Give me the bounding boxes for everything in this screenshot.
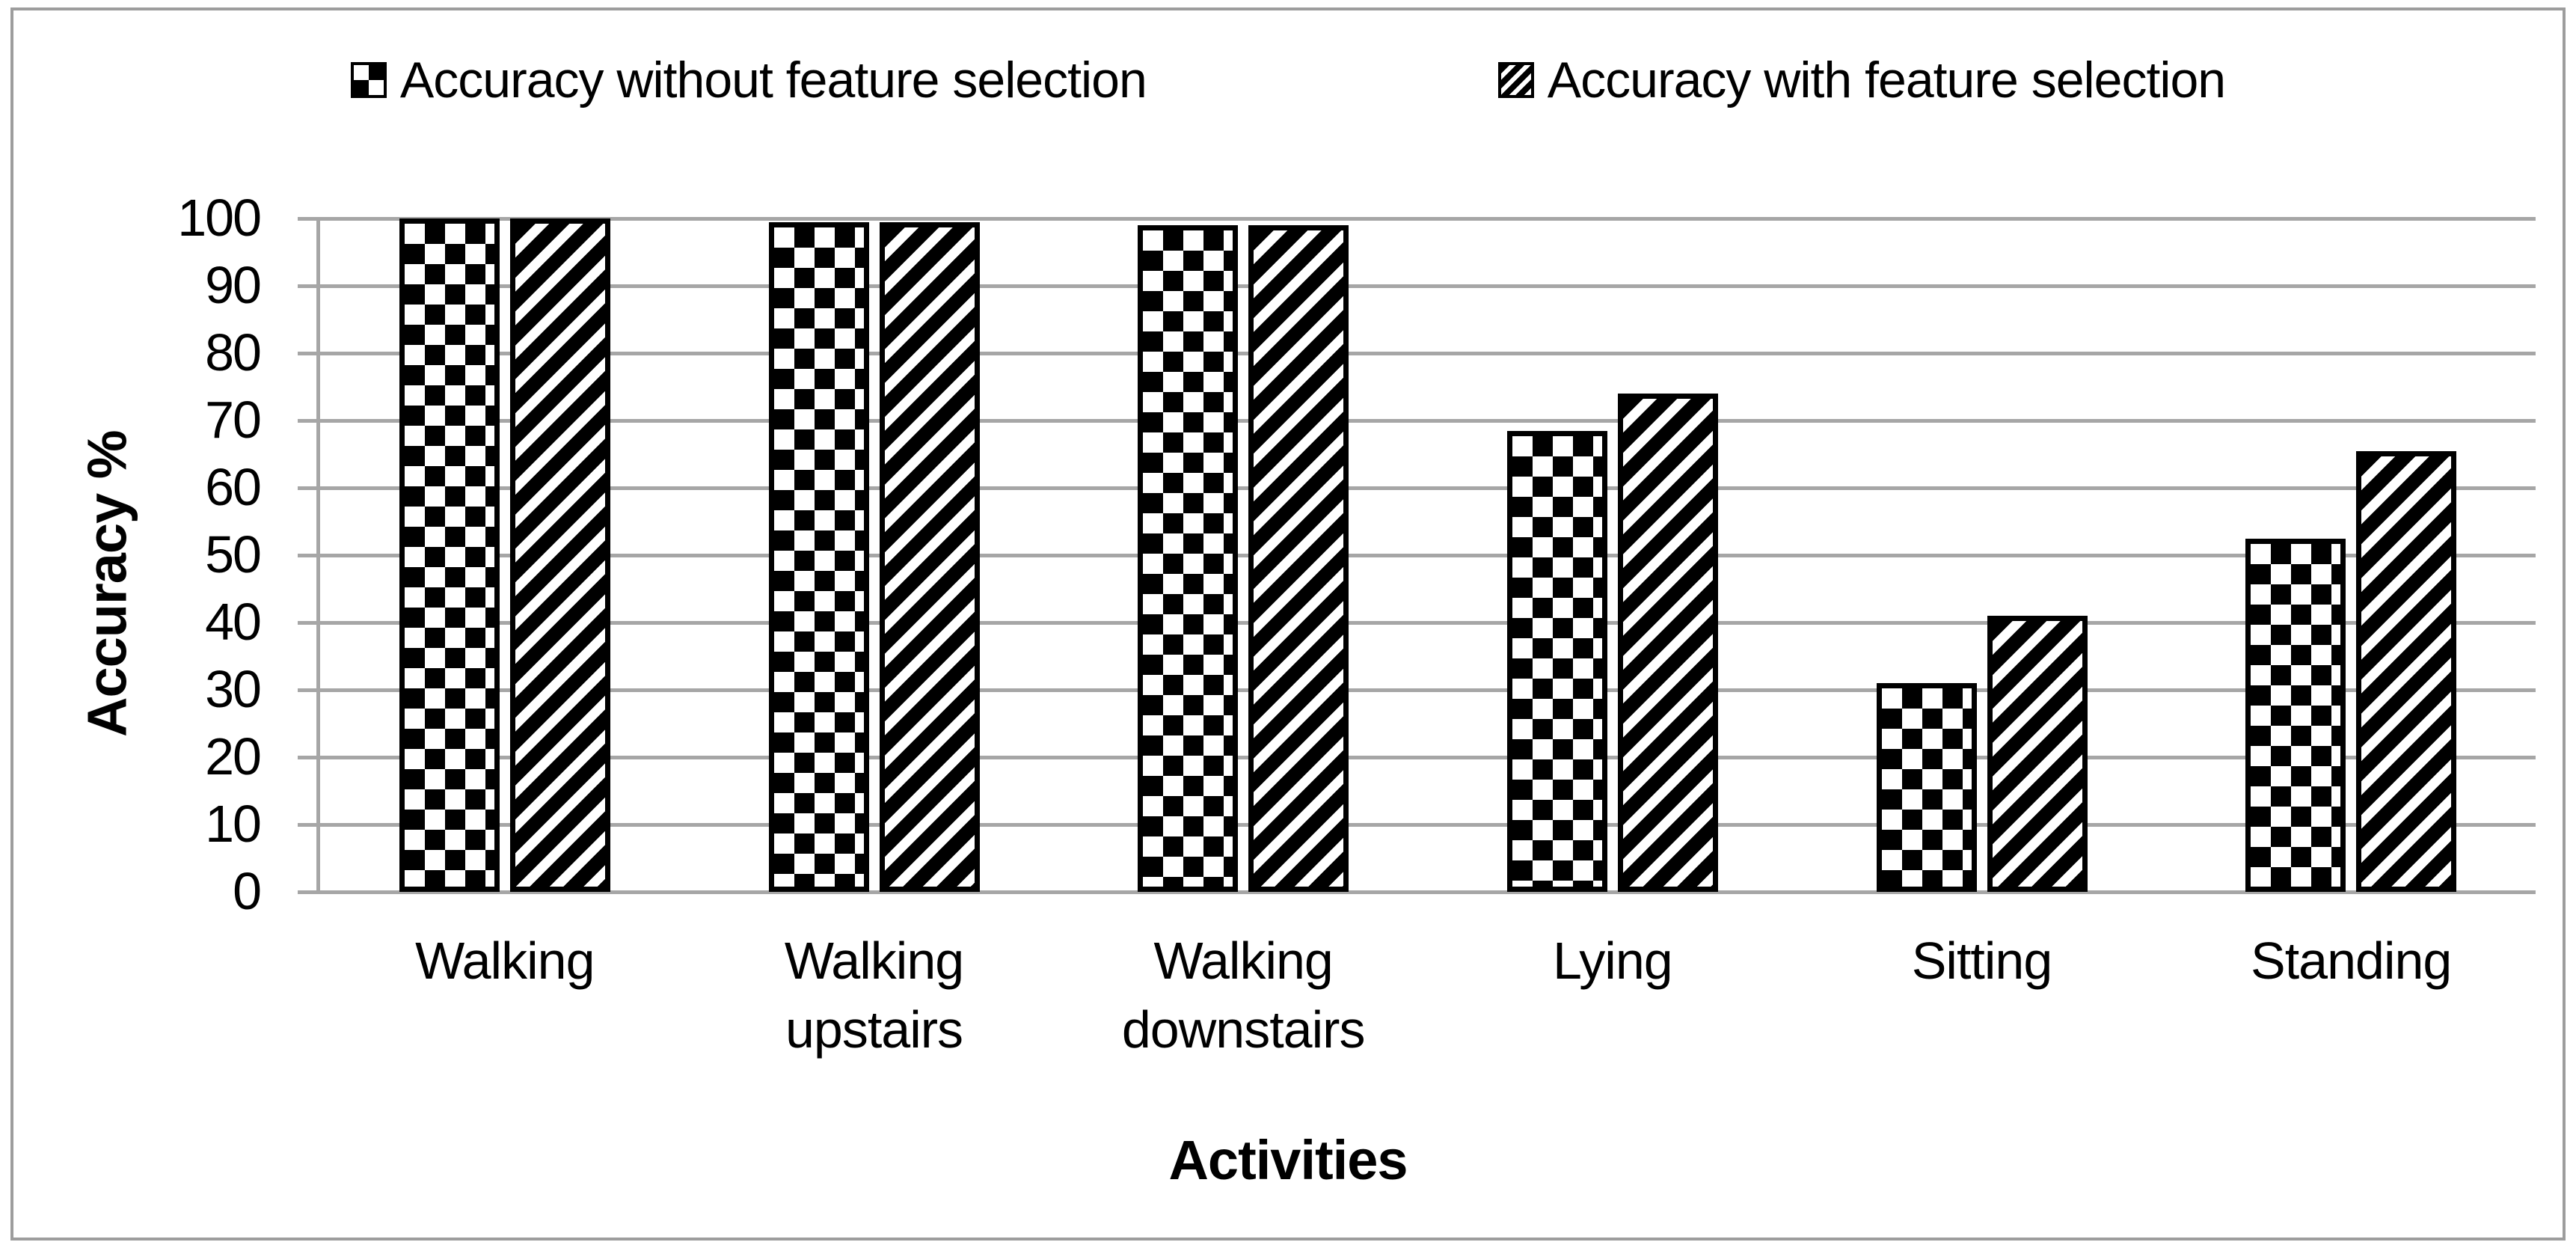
gridline-10	[320, 822, 2536, 827]
y-tick-mark-70	[298, 418, 320, 423]
y-tick-label-10: 10	[205, 795, 262, 853]
x-axis-label-sitting: Sitting	[1911, 932, 2053, 990]
bar-walking-upstairs-without-feature-selection	[768, 221, 869, 892]
bar-walking-downstairs-without-feature-selection	[1138, 225, 1239, 892]
bar-group-walking-downstairs	[1058, 218, 1428, 892]
bar-group-standing	[2166, 218, 2536, 892]
y-tick-label-100: 100	[177, 189, 262, 247]
y-tick-label-70: 70	[205, 391, 262, 449]
bar-group-walking-upstairs	[690, 218, 1059, 892]
bar-group-walking	[320, 218, 690, 892]
gridline-20	[320, 755, 2536, 759]
bar-lying-with-feature-selection	[1617, 394, 1718, 892]
x-axis-label-walking-downstairs: Walking downstairs	[1121, 932, 1366, 1059]
gridline-50	[320, 553, 2536, 557]
gridline-90	[320, 284, 2536, 288]
y-tick-mark-90	[298, 284, 320, 288]
gridline-0	[320, 890, 2536, 894]
bar-walking-upstairs-with-feature-selection	[879, 221, 980, 892]
y-tick-mark-100	[298, 216, 320, 221]
legend-item-with-feature-selection: Accuracy with feature selection	[1497, 51, 2226, 109]
x-axis-label-standing: Standing	[2251, 932, 2452, 990]
bar-series	[320, 218, 2536, 892]
gridline-60	[320, 486, 2536, 490]
legend: Accuracy without feature selection Accur…	[0, 51, 2576, 109]
bar-lying-without-feature-selection	[1506, 430, 1607, 892]
diagonal-pattern-swatch-icon	[1497, 62, 1534, 98]
x-axis-label-lying: Lying	[1552, 932, 1673, 990]
checker-pattern-swatch-icon	[350, 62, 387, 98]
bar-group-lying	[1428, 218, 1797, 892]
bar-sitting-with-feature-selection	[1987, 616, 2088, 892]
bar-sitting-without-feature-selection	[1876, 683, 1977, 892]
y-tick-mark-80	[298, 351, 320, 355]
legend-label-without-feature-selection: Accuracy without feature selection	[399, 52, 1147, 108]
bar-group-sitting	[1797, 218, 2167, 892]
bar-standing-without-feature-selection	[2245, 538, 2346, 892]
y-tick-label-90: 90	[205, 256, 262, 314]
bar-walking-with-feature-selection	[509, 218, 610, 892]
y-tick-mark-50	[298, 553, 320, 557]
gridline-70	[320, 418, 2536, 423]
legend-item-without-feature-selection: Accuracy without feature selection	[350, 51, 1147, 109]
y-tick-mark-10	[298, 822, 320, 827]
y-tick-mark-40	[298, 620, 320, 625]
y-tick-label-50: 50	[205, 525, 262, 584]
bar-walking-without-feature-selection	[399, 218, 500, 892]
gridline-100	[320, 216, 2536, 221]
gridline-80	[320, 351, 2536, 355]
x-axis-labels: Walking Walking upstairs Walking downstair…	[320, 926, 2536, 1065]
bar-standing-with-feature-selection	[2356, 450, 2457, 892]
x-axis-label-walking: Walking	[415, 932, 595, 990]
plot-area: 0 10 20 30 40 50 60 70 80 90 100	[177, 192, 2536, 917]
y-tick-label-80: 80	[205, 323, 262, 382]
y-tick-mark-0	[298, 890, 320, 894]
legend-label-with-feature-selection: Accuracy with feature selection	[1547, 52, 2226, 108]
bar-walking-downstairs-with-feature-selection	[1248, 225, 1349, 892]
y-tick-label-20: 20	[205, 727, 262, 786]
x-axis-label-walking-upstairs: Walking upstairs	[784, 932, 964, 1059]
y-tick-label-0: 0	[233, 862, 262, 920]
gridline-30	[320, 688, 2536, 692]
y-tick-mark-60	[298, 486, 320, 490]
y-tick-label-60: 60	[205, 458, 262, 516]
y-tick-label-30: 30	[205, 660, 262, 718]
gridline-40	[320, 620, 2536, 625]
y-tick-label-40: 40	[205, 593, 262, 651]
y-tick-mark-20	[298, 755, 320, 759]
y-tick-mark-30	[298, 688, 320, 692]
x-axis-title: Activities	[1168, 1129, 1408, 1191]
